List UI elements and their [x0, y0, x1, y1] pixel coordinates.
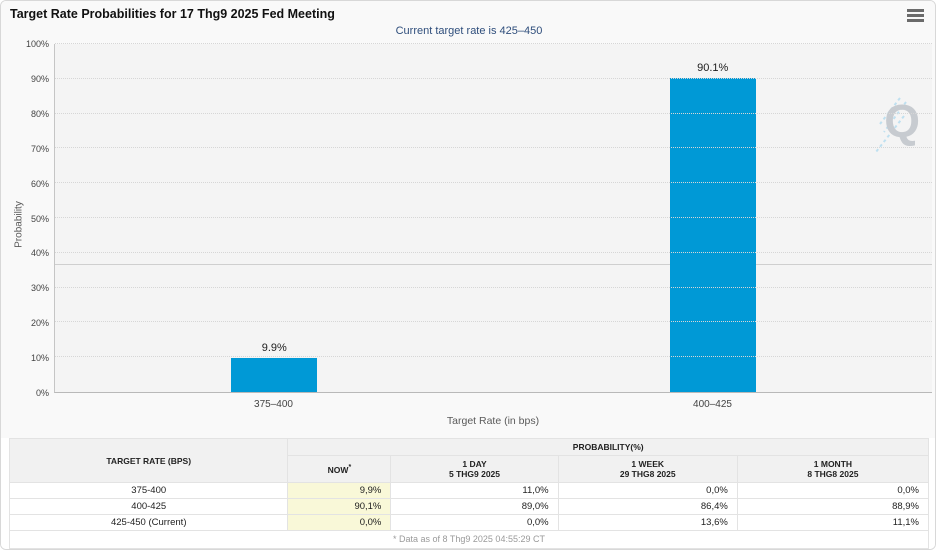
target-rate-header: TARGET RATE (BPS) — [8, 438, 289, 483]
bar-400-425[interactable]: 90.1% — [669, 62, 756, 392]
week-value-cell: 0,0% — [557, 482, 738, 499]
y-tick-label: 10% — [30, 353, 49, 364]
y-tick-label: 20% — [30, 318, 49, 329]
watermark-hatch-icon — [875, 97, 907, 153]
gridline — [55, 182, 932, 184]
gridline — [55, 77, 932, 79]
day-value-cell: 0,0% — [390, 514, 559, 531]
bar-value-label: 9.9% — [261, 341, 287, 354]
y-tick-label: 0% — [35, 388, 49, 398]
one-day-column-header: 1 DAY 5 THG9 2025 — [390, 455, 559, 483]
y-tick-label: 60% — [30, 178, 49, 189]
rate-cell: 375-400 — [8, 482, 289, 499]
month-value-cell: 0,0% — [736, 482, 930, 499]
y-tick-label: 100% — [25, 39, 49, 49]
gridline — [55, 147, 932, 149]
y-tick-label: 30% — [30, 283, 49, 294]
now-asterisk: * — [348, 463, 352, 471]
q-logo-icon: Q — [884, 95, 920, 147]
table-row: 375-400 9,9% 11,0% 0,0% 0,0% — [8, 482, 930, 499]
data-as-of-footnote: * Data as of 8 Thg9 2025 04:55:29 CT — [9, 530, 929, 549]
y-tick-label: 80% — [30, 108, 49, 119]
month-value-cell: 88,9% — [736, 498, 930, 515]
gridline — [55, 251, 932, 253]
gridline — [55, 321, 932, 323]
now-value-cell: 9,9% — [287, 482, 392, 499]
gridline — [55, 356, 932, 358]
bar-375-400[interactable]: 9.9% — [231, 342, 318, 392]
week-value-cell: 86,4% — [557, 498, 738, 515]
day-value-cell: 89,0% — [390, 498, 559, 515]
chart-subtitle: Current target rate is 425–450 — [395, 25, 543, 37]
rate-cell: 425-450 (Current) — [8, 514, 289, 531]
y-tick-label: 40% — [30, 248, 49, 259]
plot-area: 9.9% 90.1% Q — [54, 43, 932, 393]
y-tick-label: 50% — [30, 213, 49, 224]
quikstrike-watermark: Q — [870, 96, 922, 154]
now-column-header: NOW* — [287, 455, 392, 483]
chart-section: Target Rate Probabilities for 17 Thg9 20… — [1, 1, 935, 438]
one-month-column-header: 1 MONTH 8 THG8 2025 — [736, 455, 930, 483]
x-axis-labels: 375–400 400–425 — [54, 399, 932, 413]
y-axis-labels: 0% 10% 20% 30% 40% 50% 60% 70% 80% 90% 100% — [1, 39, 49, 398]
table-header-row-columns: NOW* 1 DAY 5 THG9 2025 1 WEEK 29 THG8 20… — [10, 455, 930, 483]
gridline — [55, 286, 932, 288]
bar-value-label: 90.1% — [697, 62, 729, 75]
week-value-cell: 13,6% — [557, 514, 738, 531]
month-value-cell: 11,1% — [736, 514, 930, 531]
x-axis-title: Target Rate (in bps) — [446, 415, 540, 427]
gridline — [55, 43, 932, 44]
now-value-cell: 90,1% — [287, 498, 392, 515]
one-week-column-header: 1 WEEK 29 THG8 2025 — [557, 455, 738, 483]
probability-group-header: PROBABILITY(%) — [287, 438, 929, 456]
table-row: 400-425 90,1% 89,0% 86,4% 88,9% — [8, 498, 930, 515]
chart-title: Target Rate Probabilities for 17 Thg9 20… — [10, 7, 335, 21]
table-row: 425-450 (Current) 0,0% 0,0% 13,6% 11,1% — [8, 514, 930, 531]
table-header-row-group: TARGET RATE (BPS) PROBABILITY(%) — [8, 438, 929, 483]
y-tick-label: 70% — [30, 143, 49, 154]
gridline — [55, 112, 932, 114]
probability-table: TARGET RATE (BPS) PROBABILITY(%) NOW* 1 … — [8, 438, 930, 549]
x-tick-label: 400–425 — [693, 399, 732, 410]
table-footnote-row: * Data as of 8 Thg9 2025 04:55:29 CT — [9, 530, 929, 549]
y-tick-label: 90% — [30, 73, 49, 84]
day-value-cell: 11,0% — [390, 482, 559, 499]
gridline — [55, 217, 932, 218]
hamburger-menu-icon[interactable] — [907, 9, 924, 22]
rate-cell: 400-425 — [8, 498, 289, 515]
probability-table-section: TARGET RATE (BPS) PROBABILITY(%) NOW* 1 … — [1, 438, 935, 549]
x-tick-label: 375–400 — [254, 399, 293, 410]
now-value-cell: 0,0% — [287, 514, 392, 531]
horizontal-rule-line — [55, 263, 932, 265]
